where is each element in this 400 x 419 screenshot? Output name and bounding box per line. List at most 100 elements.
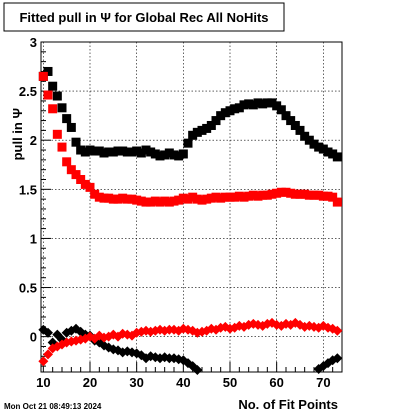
data-point [309,139,319,149]
data-point [253,191,263,201]
data-point [178,149,188,159]
data-point [108,147,118,157]
data-point [99,148,109,158]
data-point [206,193,216,203]
data-point [258,190,268,200]
y-axis-label: pull in Ψ [10,108,25,160]
data-point [90,189,100,199]
data-point [323,191,333,201]
data-point [290,120,300,130]
y-tick-label: 2.5 [19,84,37,99]
y-tick-label: 2 [30,133,37,148]
data-point [234,103,244,113]
data-point [304,135,314,145]
data-point [66,165,76,175]
data-point [253,98,263,108]
data-point [76,145,86,155]
data-point [192,127,202,137]
data-point [52,91,62,101]
data-point [272,188,282,198]
data-point [48,104,58,114]
data-point [136,196,146,206]
x-tick-label: 30 [129,375,143,390]
y-tick-label: 3 [30,35,37,50]
y-tick-label: 0 [30,330,37,345]
x-tick-label: 60 [269,375,283,390]
data-point [281,111,291,121]
tick-labels: 10 20 30 40 50 60 70 0 0.5 1 1.5 2 2.5 3 [19,35,331,390]
data-point [230,192,240,202]
data-point [276,187,286,197]
data-point [206,120,216,130]
data-point [141,197,151,207]
data-point [197,125,207,135]
data-point [38,71,48,81]
data-point [281,187,291,197]
data-point [164,148,174,158]
data-point [290,189,300,199]
data-point [146,197,156,207]
data-point [318,191,328,201]
data-point [192,365,203,376]
data-point [132,146,142,156]
data-point [80,179,90,189]
y-tick-label: 1 [30,231,37,246]
data-point [197,195,207,205]
data-point [286,116,296,126]
data-point [104,147,114,157]
data-point [192,194,202,204]
data-point [127,194,137,204]
data-point [94,146,104,156]
data-point [225,106,235,116]
y-tick-label: 1.5 [19,182,37,197]
data-point [304,190,314,200]
data-point [155,197,165,207]
data-point [178,193,188,203]
x-tick-label: 20 [83,375,97,390]
data-point [332,197,342,207]
data-point [239,192,249,202]
data-point [122,147,132,157]
data-point [146,147,156,157]
data-point [225,192,235,202]
data-point [309,190,319,200]
data-point [57,142,67,152]
data-point [174,151,184,161]
data-point [183,138,193,148]
data-point [57,103,67,113]
data-point [332,152,342,162]
data-point [244,191,254,201]
data-point [328,149,338,159]
x-tick-label: 10 [36,375,50,390]
data-point [332,325,343,336]
data-point [202,194,212,204]
data-point [318,144,328,154]
data-point [239,100,249,110]
data-point [52,129,62,139]
data-point [85,145,95,155]
y-tick-label: 0.5 [19,281,37,296]
data-point [127,147,137,157]
data-point [113,194,123,204]
data-point [85,182,95,192]
data-point [276,105,286,115]
data-point [71,137,81,147]
data-point [267,98,277,108]
data-point [43,349,53,360]
data-point [155,151,165,161]
data-point [174,195,184,205]
data-point [216,111,226,121]
chart-title: Fitted pull in Ψ for Global Rec All NoHi… [19,10,268,25]
data-point [188,130,198,140]
data-point [118,193,128,203]
data-markers [38,66,343,376]
data-point [76,175,86,184]
data-point [248,100,258,110]
x-tick-label: 40 [176,375,190,390]
data-point [122,194,132,204]
x-tick-label: 50 [223,375,237,390]
data-point [104,193,114,203]
data-point [258,99,268,109]
data-point [48,81,58,91]
